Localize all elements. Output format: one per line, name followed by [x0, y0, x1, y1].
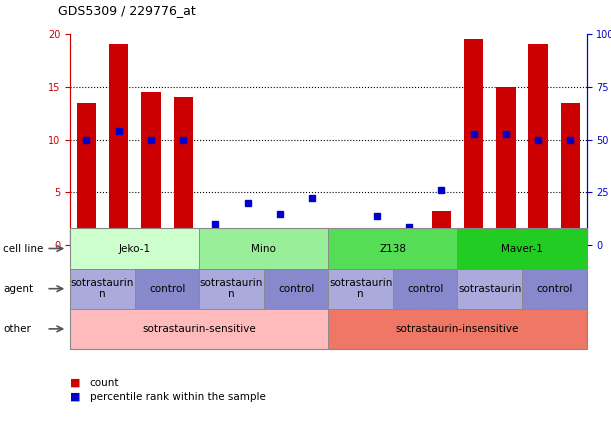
Text: Maver-1: Maver-1 [501, 244, 543, 253]
Text: control: control [536, 284, 573, 294]
Bar [174, 97, 193, 245]
Bar [238, 233, 257, 245]
Text: sotrastaurin-insensitive: sotrastaurin-insensitive [396, 324, 519, 334]
Bar [109, 44, 128, 245]
Text: ■: ■ [70, 378, 81, 388]
Text: control: control [149, 284, 185, 294]
Bar [496, 87, 516, 245]
Bar [302, 233, 322, 245]
Bar [529, 44, 548, 245]
Bar [367, 240, 387, 245]
Text: sotrastaurin
n: sotrastaurin n [200, 278, 263, 299]
Bar [141, 92, 161, 245]
Text: control: control [278, 284, 314, 294]
Text: percentile rank within the sample: percentile rank within the sample [90, 392, 266, 402]
Text: other: other [3, 324, 31, 334]
Bar [270, 237, 290, 245]
Text: GDS5309 / 229776_at: GDS5309 / 229776_at [58, 4, 196, 17]
Bar [77, 103, 96, 245]
Text: sotrastaurin
n: sotrastaurin n [329, 278, 392, 299]
Text: sotrastaurin: sotrastaurin [458, 284, 521, 294]
Bar [561, 103, 580, 245]
Bar [400, 239, 419, 245]
Text: cell line: cell line [3, 244, 43, 253]
Text: agent: agent [3, 284, 33, 294]
Bar [464, 39, 483, 245]
Text: control: control [407, 284, 444, 294]
Text: sotrastaurin-sensitive: sotrastaurin-sensitive [142, 324, 256, 334]
Text: Jeko-1: Jeko-1 [119, 244, 151, 253]
Text: count: count [90, 378, 119, 388]
Bar [431, 212, 451, 245]
Text: sotrastaurin
n: sotrastaurin n [71, 278, 134, 299]
Bar [206, 237, 225, 245]
Text: Z138: Z138 [379, 244, 406, 253]
Bar [335, 240, 354, 245]
Text: ■: ■ [70, 392, 81, 402]
Text: Mino: Mino [252, 244, 276, 253]
